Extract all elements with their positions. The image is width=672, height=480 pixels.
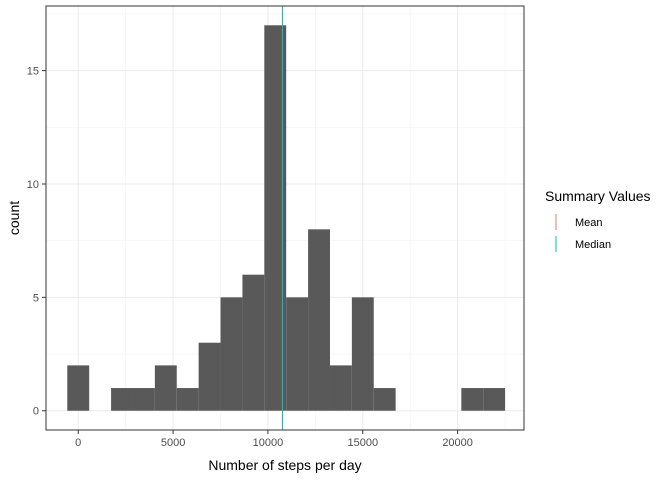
histogram-bar: [242, 274, 265, 411]
histogram-bar: [220, 297, 243, 411]
histogram-bar: [461, 388, 484, 411]
y-axis-ticks: 0 5 10 15: [27, 66, 46, 418]
y-tick-label: 0: [33, 406, 39, 418]
legend-label-median: Median: [575, 239, 611, 251]
y-tick-label: 15: [27, 66, 39, 78]
histogram-bar: [351, 297, 374, 411]
x-tick-label: 10000: [253, 437, 284, 449]
histogram-bar: [483, 388, 506, 411]
y-tick-label: 10: [27, 179, 39, 191]
x-tick-label: 20000: [442, 437, 473, 449]
histogram-bar: [198, 342, 221, 411]
x-tick-label: 5000: [161, 437, 185, 449]
x-axis-title: Number of steps per day: [208, 457, 361, 473]
histogram-bar: [176, 388, 199, 411]
histogram-bars: [67, 25, 506, 411]
x-tick-label: 15000: [347, 437, 378, 449]
histogram-bar: [308, 229, 330, 411]
histogram-bar: [111, 388, 133, 411]
histogram-bar: [286, 297, 309, 411]
y-tick-label: 5: [33, 292, 39, 304]
histogram-bar: [373, 388, 396, 411]
legend-title: Summary Values: [545, 188, 651, 204]
histogram-bar: [154, 365, 177, 411]
x-tick-label: 0: [75, 437, 81, 449]
histogram-bar: [132, 388, 155, 411]
legend-label-mean: Mean: [575, 217, 603, 229]
histogram-bar: [67, 365, 90, 411]
histogram-bar: [264, 25, 287, 411]
panel-border: [45, 5, 525, 431]
histogram-bar: [329, 365, 352, 411]
y-axis-title: count: [6, 201, 22, 235]
x-axis-ticks: 0 5000 10000 15000 20000: [75, 430, 473, 449]
legend: Summary Values Mean Median: [545, 188, 651, 252]
